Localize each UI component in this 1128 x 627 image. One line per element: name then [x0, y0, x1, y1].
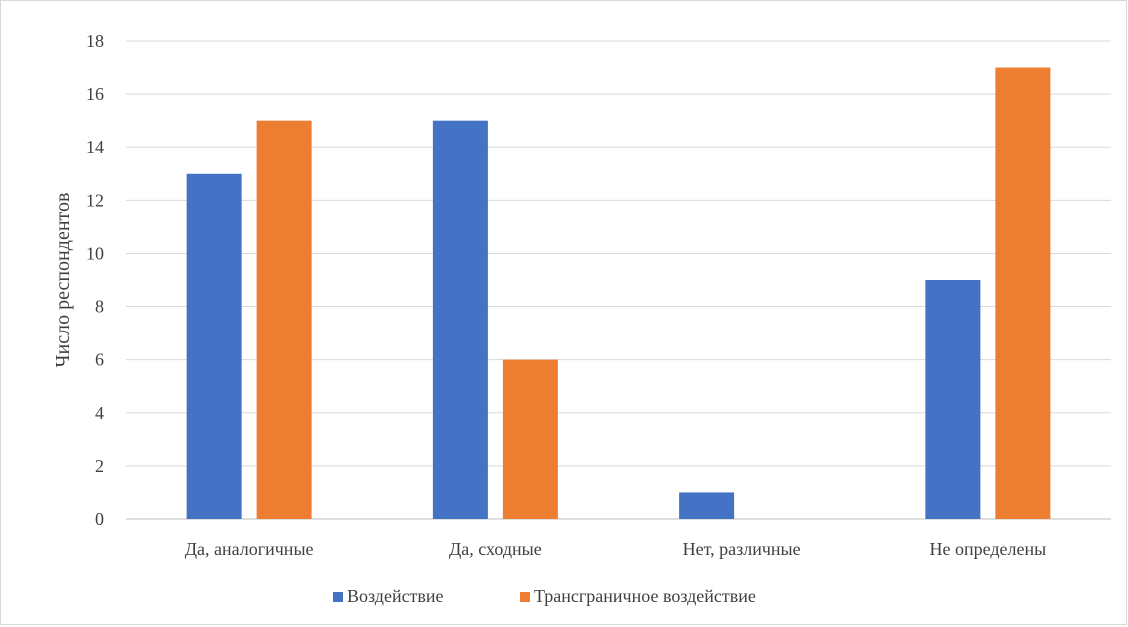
- x-tick-label: Не определены: [930, 539, 1047, 559]
- legend-swatch: [520, 592, 530, 602]
- x-tick-label: Да, аналогичные: [185, 539, 314, 559]
- y-tick-label: 6: [95, 350, 104, 370]
- legend-label: Трансграничное воздействие: [534, 586, 756, 606]
- bar-vozdeystvie-2: [679, 492, 735, 519]
- y-tick-labels: 0 2 4 6 8 10 12 14 16 18: [86, 31, 104, 529]
- x-tick-labels: Да, аналогичные Да, сходные Нет, различные…: [185, 539, 1047, 559]
- x-tick-label: Да, сходные: [449, 539, 542, 559]
- y-tick-label: 8: [95, 297, 104, 317]
- bar-transgranichnoe-1: [502, 359, 558, 519]
- legend-label: Воздействие: [347, 586, 444, 606]
- bars: [186, 67, 1051, 520]
- y-tick-label: 4: [95, 403, 104, 423]
- y-tick-label: 16: [86, 84, 104, 104]
- y-tick-label: 0: [95, 509, 104, 529]
- bar-vozdeystvie-3: [925, 280, 981, 519]
- x-tick-label: Нет, различные: [683, 539, 801, 559]
- y-axis-title: Число респондентов: [52, 193, 74, 368]
- y-tick-label: 18: [86, 31, 104, 51]
- legend-swatch: [333, 592, 343, 602]
- bar-vozdeystvie-1: [432, 120, 488, 520]
- y-tick-label: 14: [86, 137, 104, 157]
- bar-transgranichnoe-0: [256, 120, 312, 520]
- bar-transgranichnoe-3: [995, 67, 1051, 520]
- y-tick-label: 10: [86, 243, 104, 263]
- legend: Воздействие Трансграничное воздействие: [333, 586, 756, 606]
- bar-vozdeystvie-0: [186, 173, 242, 519]
- y-tick-label: 12: [86, 190, 104, 210]
- y-tick-label: 2: [95, 456, 104, 476]
